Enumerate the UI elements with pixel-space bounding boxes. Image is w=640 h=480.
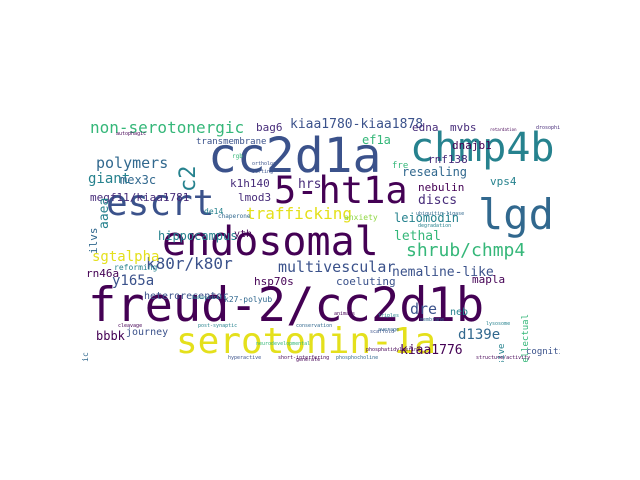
word-de14: de14 [204,207,224,216]
word-yth: yth [234,229,253,240]
word-trafficking: trafficking [246,204,352,223]
word-autophagic: autophagic [116,131,147,137]
word-dnajb1: dnajb1 [452,139,492,152]
word-phosphocholine: phosphocholine [336,355,379,361]
word-chmp4b: chmp4b [410,125,555,171]
word-scaffold: scaffold [370,329,395,335]
word-megf11: megf11/kiaa1781 [90,191,190,204]
word-membrane: membrane [420,317,445,323]
word-lmod3: lmod3 [238,191,272,204]
word-hippocampus: hippocampus [158,229,238,243]
word-sorting: sorting [252,169,274,175]
word-freud: freud-2/cc2d1b [88,278,485,333]
word-rn46a: rn46a [86,267,120,280]
word-c2: c2 [176,165,201,193]
word-k80r: k80r/k80r [146,254,233,273]
word-y165a: y165a [112,273,155,289]
word-heteroreceptor: heteroreceptor [144,291,229,302]
word-mapla: mapla [472,273,506,286]
word-bag6: bag6 [256,121,283,134]
word-chaperone: chaperone [218,213,251,220]
word-animals: animals [334,311,356,317]
word-ilvs: ilvs [87,227,100,255]
word-lysosome: lysosome [486,321,511,327]
word-k27polyub: k27-polyub [224,295,273,304]
word-5ht1a: 5-ht1a [274,169,408,212]
word-journey: journey [126,327,169,338]
word-fre: fre [392,161,409,171]
word-coeluting: coeluting [336,275,396,288]
word-serotonin-1a: serotonin-1a [176,321,437,362]
word-discs: discs [418,193,458,208]
word-postsynaptic: post-synaptic [198,323,238,329]
word-cognitive: cognitive [526,347,560,357]
word-mex3c: mex3c [120,173,157,187]
word-kiaa1780: kiaa1780-kiaa1878 [290,118,424,132]
word-generate: generate [296,357,321,363]
word-giant: giant [88,171,131,187]
word-hyperactive: hyperactive [228,355,262,361]
word-k1h140: k1h140 [230,177,270,190]
word-rgb: rgb [232,153,243,160]
word-shortinterfering: short-interfering [278,355,330,361]
word-sgtalpha: sgtalpha [92,249,160,265]
word-non-serotonergic: non-serotonergic [90,118,245,137]
word-degradation: degradation [418,223,452,229]
word-phosphatidylserine: phosphatidylserine [366,347,421,353]
word-leiomodin: leiomodin [394,211,460,225]
word-ubiquitin: ubiquitin-ligase [416,211,465,217]
word-neb: neb [450,307,469,318]
word-polymers: polymers [96,154,169,172]
word-neurodevelopmental: neurodevelopmental [256,341,311,347]
word-cc2d1a: cc2d1a [208,128,382,184]
word-d139e: d139e [458,327,501,343]
word-edna: edna [412,121,439,134]
word-ef1a: ef1a [362,133,391,147]
word-drosophila: drosophila [536,125,560,131]
word-aaea: aaea [97,197,112,230]
word-ortholog: ortholog [252,161,277,167]
word-pleiotrophic: pleiotrophic [81,352,90,362]
word-triples: triples [378,313,400,319]
word-hrs: hrs [298,177,322,192]
word-behavioral: behavioral [192,295,223,301]
word-rnf138: rnf138 [428,153,468,166]
word-cloud: freud-2/cc2d1b serotonin-1a endosomal cc2d1… [80,118,560,362]
word-escrt: escrt [106,183,215,224]
word-nemaline: nemaline-like [392,265,494,280]
word-hsp70s: hsp70s [254,275,294,288]
word-mvbs: mvbs [450,121,477,134]
word-transmembrane: transmembrane [196,137,267,147]
word-nebulin: nebulin [418,181,465,194]
word-multivescular: multivescular [278,258,396,276]
word-dre: dre [410,300,438,318]
word-resealing: resealing [402,165,468,179]
word-kiaa1776: kiaa1776 [400,343,463,358]
word-cleavage: cleavage [118,323,143,329]
word-bbbk: bbbk [96,329,125,343]
word-structure: structure/activity [476,355,531,361]
word-vps4: vps4 [490,175,517,188]
word-average: average [378,327,400,333]
word-lgd: lgd [478,190,554,239]
word-reforming: reforming [114,263,158,272]
word-retardation: retardation [490,127,517,132]
word-lethal: lethal [394,229,441,244]
word-anxiety: anxiety [344,213,378,222]
word-conservation: conservation [296,323,333,329]
word-shrub: shrub/chmp4 [406,240,526,261]
word-endosomal: endosomal [162,219,379,265]
